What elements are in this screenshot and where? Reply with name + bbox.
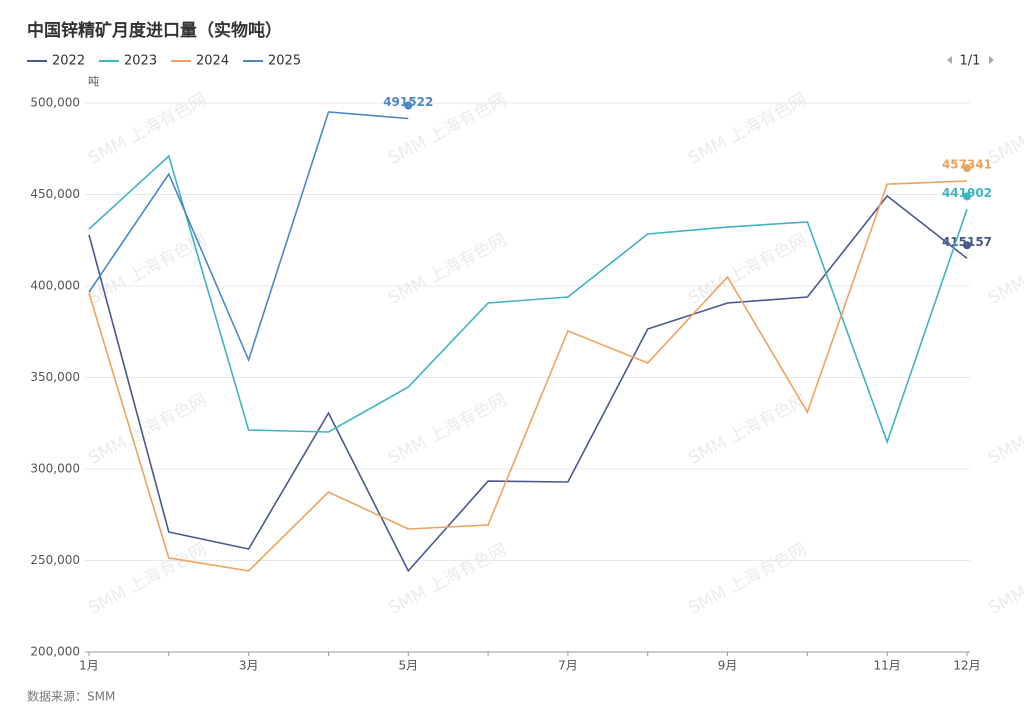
end-marker xyxy=(963,192,972,210)
x-tick-label: 3月 xyxy=(239,659,259,673)
data-label: 441902 xyxy=(942,186,992,200)
y-tick-label: 300,000 xyxy=(30,462,80,476)
legend-pager: 1/1 xyxy=(960,54,981,69)
watermark: SMM 上海有色网 xyxy=(685,230,810,309)
y-tick-label: 400,000 xyxy=(30,279,80,293)
end-marker xyxy=(404,101,413,119)
series-line xyxy=(88,194,968,573)
x-tick-label: 12月 xyxy=(953,659,980,673)
legend-label: 2023 xyxy=(124,54,157,69)
chart-title: 中国锌精矿月度进口量（实物吨） xyxy=(27,20,282,41)
watermark: SMM 上海有色网 xyxy=(85,540,210,619)
x-tick-label: 11月 xyxy=(874,659,901,673)
series-line xyxy=(88,154,968,445)
watermark: SMM 上海有色网 xyxy=(685,540,810,619)
watermark: SMM 上海有色网 xyxy=(385,390,510,469)
x-tick-label: 5月 xyxy=(398,659,418,673)
pager-prev[interactable] xyxy=(947,56,952,64)
watermark: SMM 上海有色网 xyxy=(385,540,510,619)
watermark: SMM 上海有色网 xyxy=(985,540,1024,619)
x-tick-label: 7月 xyxy=(558,659,578,673)
series-line xyxy=(88,111,409,363)
watermark: SMM 上海有色网 xyxy=(685,390,810,469)
x-tick-label: 9月 xyxy=(718,659,738,673)
y-tick-label: 350,000 xyxy=(30,370,80,384)
y-tick-label: 500,000 xyxy=(30,96,80,110)
y-tick-label: 250,000 xyxy=(30,553,80,567)
data-label: 491522 xyxy=(383,95,433,109)
y-tick-label: 200,000 xyxy=(30,645,80,659)
legend-label: 2024 xyxy=(196,54,229,69)
end-marker xyxy=(963,241,972,259)
y-tick-label: 450,000 xyxy=(30,187,80,201)
y-axis-label: 吨 xyxy=(88,75,99,88)
end-marker xyxy=(963,164,972,182)
watermark: SMM 上海有色网 xyxy=(385,230,510,309)
watermark: SMM 上海有色网 xyxy=(85,90,210,169)
legend-label: 2025 xyxy=(268,54,301,69)
watermark: SMM 上海有色网 xyxy=(685,90,810,169)
x-tick-label: 1月 xyxy=(79,659,99,673)
source: 数据来源：SMM xyxy=(27,689,115,704)
series-line xyxy=(88,180,968,572)
data-label: 457341 xyxy=(942,158,992,172)
watermark: SMM 上海有色网 xyxy=(85,390,210,469)
legend-label: 2022 xyxy=(52,54,85,69)
data-label: 415157 xyxy=(942,235,992,249)
pager-next[interactable] xyxy=(989,56,994,64)
watermark: SMM 上海有色网 xyxy=(985,390,1024,469)
